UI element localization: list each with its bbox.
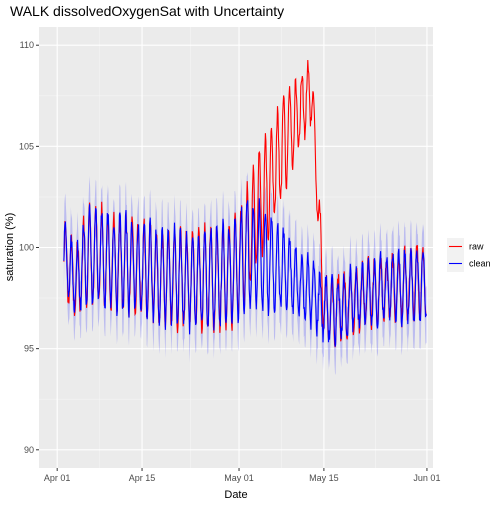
x-axis-title: Date [224, 489, 247, 501]
legend: raw clean [447, 238, 491, 272]
chart-title: WALK dissolvedOxygenSat with Uncertainty [10, 3, 284, 19]
series-layer [63, 59, 428, 348]
series-line-clean [63, 198, 428, 347]
x-axis: Apr 01 Apr 15 May 01 May 15 Jun 01 [44, 468, 440, 483]
legend-label-clean: clean [469, 259, 491, 269]
legend-label-raw: raw [469, 242, 484, 252]
y-axis-title: saturation (%) [4, 213, 16, 281]
x-tick-label: May 01 [224, 473, 254, 483]
x-tick-label: Jun 01 [413, 473, 440, 483]
y-tick-label: 105 [19, 141, 34, 151]
y-tick-label: 90 [24, 445, 34, 455]
x-tick-label: Apr 15 [129, 473, 156, 483]
y-axis: 90 95 100 105 110 [19, 40, 39, 455]
y-tick-label: 95 [24, 344, 34, 354]
y-tick-label: 100 [19, 243, 34, 253]
y-tick-label: 110 [20, 40, 34, 50]
x-tick-label: Apr 01 [44, 473, 71, 483]
x-tick-label: May 15 [309, 473, 339, 483]
legend-key-background [447, 238, 464, 272]
